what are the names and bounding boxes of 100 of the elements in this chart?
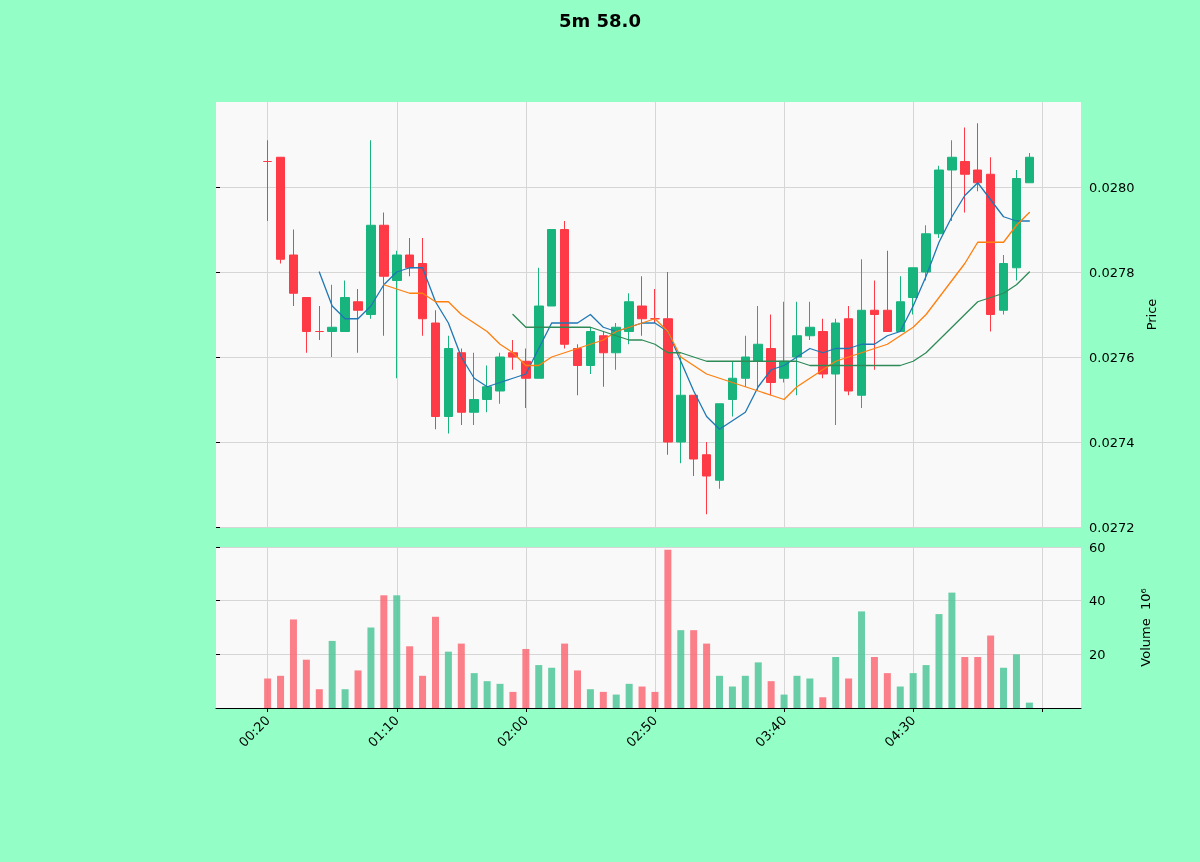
candlestick <box>405 237 414 277</box>
bar <box>457 643 465 708</box>
bar <box>716 675 724 708</box>
candlestick <box>366 139 376 320</box>
bar <box>470 673 478 708</box>
candlestick <box>728 360 737 417</box>
bar <box>289 619 297 708</box>
candlestick <box>457 348 466 426</box>
candlestick <box>637 275 647 337</box>
bar <box>367 627 375 708</box>
candlestick <box>1025 152 1034 184</box>
bar <box>393 595 401 708</box>
bar <box>935 614 943 708</box>
bar <box>690 630 698 708</box>
candlestick <box>960 127 970 213</box>
bar <box>612 694 620 708</box>
bar <box>858 611 866 708</box>
bar <box>664 549 672 708</box>
bar <box>380 595 388 708</box>
bar <box>909 673 917 708</box>
line-series <box>383 211 1031 401</box>
candlestick <box>431 309 440 430</box>
candlestick <box>560 220 569 349</box>
bar <box>767 681 775 708</box>
candlestick <box>586 326 595 375</box>
bar <box>754 662 762 708</box>
candlestick <box>934 165 944 239</box>
y-axis-title: Price <box>1144 298 1160 331</box>
bar <box>341 689 349 708</box>
bar <box>1000 667 1008 708</box>
y-tick-label: 60 <box>1089 539 1106 555</box>
candlestick <box>495 352 505 405</box>
candlestick <box>986 156 995 332</box>
bar <box>522 648 530 708</box>
candlestick <box>469 352 479 426</box>
candlestick <box>444 335 453 434</box>
bar <box>419 675 427 708</box>
bar <box>354 670 362 708</box>
candlestick <box>263 139 272 222</box>
candlestick <box>327 284 337 358</box>
bar <box>496 683 504 708</box>
bar <box>625 683 633 708</box>
candlestick <box>870 280 879 371</box>
bar <box>677 630 685 708</box>
bar <box>431 616 439 708</box>
bar <box>535 665 543 708</box>
bar <box>264 678 272 708</box>
y-axis-title: Volume 10⁶ <box>1138 588 1153 667</box>
candlestick <box>1012 169 1021 281</box>
bar <box>406 646 414 708</box>
candlestick <box>715 403 724 490</box>
bar <box>302 659 310 708</box>
candlestick <box>302 297 311 354</box>
bar <box>509 691 517 708</box>
candlestick <box>315 305 324 341</box>
bar <box>548 667 556 708</box>
candlestick <box>624 292 634 345</box>
bar <box>987 635 995 708</box>
chart-title: 5m 58.0 <box>559 9 641 31</box>
y-tick-label: 0.0274 <box>1089 434 1135 450</box>
candlestick <box>973 122 982 192</box>
bar <box>1025 702 1033 708</box>
candlestick <box>831 318 840 426</box>
candlestick <box>741 335 750 388</box>
bar <box>793 675 801 708</box>
bar <box>651 691 659 708</box>
bar <box>741 675 749 708</box>
candlestick <box>766 314 776 396</box>
candlestick <box>676 356 686 464</box>
candlestick <box>547 229 556 307</box>
candlestick <box>999 254 1008 315</box>
y-tick-label: 40 <box>1089 593 1106 609</box>
candlestick <box>599 331 608 388</box>
bar <box>573 670 581 708</box>
bar <box>819 697 827 708</box>
candlestick <box>805 301 815 341</box>
bar <box>845 678 853 708</box>
candlestick <box>896 275 905 332</box>
candlestick <box>857 258 866 409</box>
candlestick <box>289 229 298 307</box>
bar <box>974 657 982 708</box>
candlestick <box>844 305 853 396</box>
candlestick <box>883 250 892 332</box>
candlestick <box>947 139 957 222</box>
y-tick-label: 20 <box>1089 646 1106 662</box>
bar <box>896 686 904 708</box>
candlestick <box>379 212 389 337</box>
bar <box>277 675 285 708</box>
candlestick <box>573 343 582 396</box>
bar <box>483 681 491 708</box>
bar <box>806 678 814 708</box>
bar <box>586 689 594 708</box>
candlestick <box>353 288 363 354</box>
candlestick <box>663 271 673 456</box>
bar <box>1012 654 1020 708</box>
candlestick <box>921 224 931 281</box>
bar <box>599 691 607 708</box>
bar <box>961 657 969 708</box>
candlestick <box>276 156 285 264</box>
bar <box>832 657 840 708</box>
